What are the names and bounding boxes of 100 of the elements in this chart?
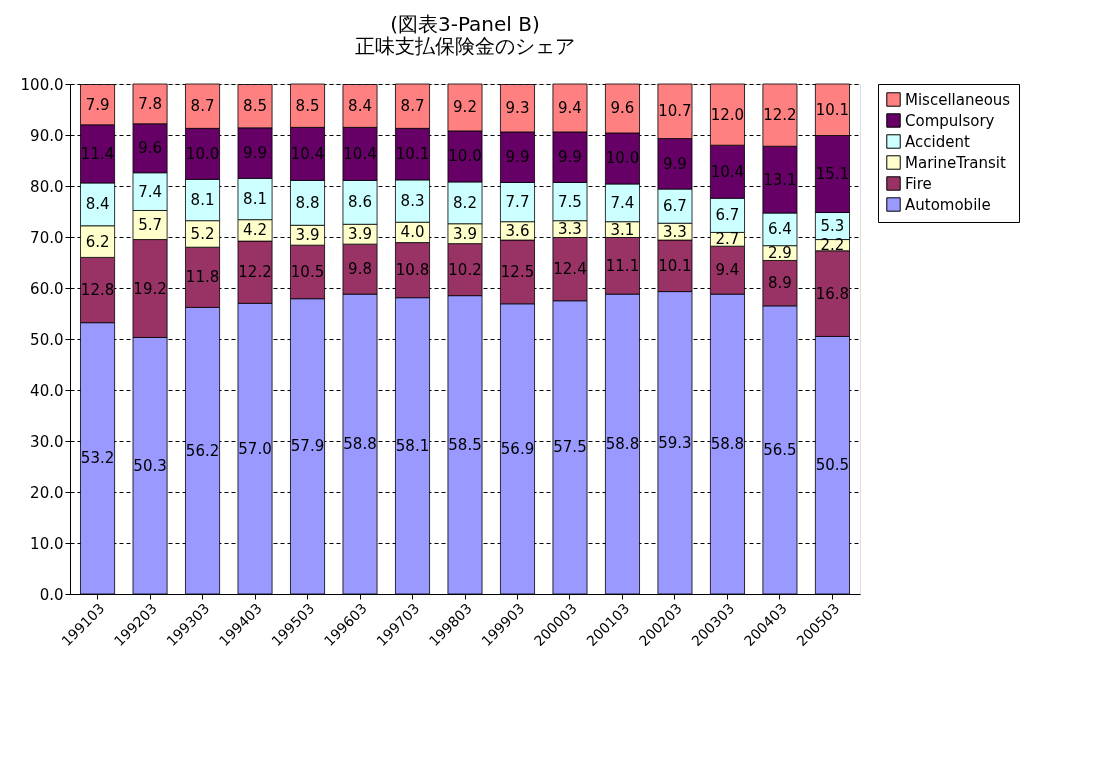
data-label: 5.3 xyxy=(820,217,845,236)
data-label: 7.9 xyxy=(85,95,110,114)
y-tick-label: 100.0 xyxy=(20,75,64,94)
y-tick-label: 50.0 xyxy=(30,330,64,349)
data-label: 9.9 xyxy=(505,148,530,167)
data-label: 12.2 xyxy=(238,263,272,282)
y-tick-label: 0.0 xyxy=(39,585,64,604)
data-label: 12.5 xyxy=(500,262,535,281)
data-label: 11.4 xyxy=(80,144,115,163)
data-label: 7.4 xyxy=(138,182,162,201)
data-label: 56.2 xyxy=(185,441,220,460)
data-label: 6.7 xyxy=(715,206,740,225)
data-label: 57.5 xyxy=(553,438,587,457)
data-label: 19.2 xyxy=(133,279,167,298)
data-label: 7.8 xyxy=(138,94,162,113)
data-label: 10.1 xyxy=(815,100,850,119)
legend-label: Accident xyxy=(905,132,970,151)
data-label: 2.7 xyxy=(715,230,740,249)
legend-label: MarineTransit xyxy=(905,153,1007,172)
data-label: 12.4 xyxy=(553,260,587,279)
data-label: 10.8 xyxy=(395,261,430,280)
data-label: 6.7 xyxy=(663,197,687,216)
data-label: 10.0 xyxy=(448,147,482,166)
data-label: 9.6 xyxy=(138,139,162,158)
data-label: 8.6 xyxy=(348,193,372,212)
data-label: 50.5 xyxy=(815,456,850,475)
legend-label: Miscellaneous xyxy=(905,90,1011,109)
data-label: 3.9 xyxy=(453,224,477,243)
data-label: 13.1 xyxy=(763,170,797,189)
data-label: 8.3 xyxy=(400,192,425,211)
data-label: 12.2 xyxy=(763,106,797,125)
data-label: 8.2 xyxy=(453,193,477,212)
data-label: 53.2 xyxy=(80,449,115,468)
data-label: 56.9 xyxy=(500,439,535,458)
data-label: 10.0 xyxy=(185,144,220,163)
data-label: 9.2 xyxy=(453,98,477,117)
data-label: 50.3 xyxy=(133,456,167,475)
data-label: 12.0 xyxy=(710,105,745,124)
data-label: 10.5 xyxy=(290,262,325,281)
data-label: 11.1 xyxy=(605,256,640,275)
data-label: 12.8 xyxy=(80,281,115,300)
data-label: 8.4 xyxy=(348,96,372,115)
data-label: 2.2 xyxy=(820,236,845,255)
y-tick-label: 70.0 xyxy=(30,228,64,247)
data-label: 9.6 xyxy=(610,99,635,118)
y-tick-label: 20.0 xyxy=(30,483,64,502)
data-label: 8.5 xyxy=(295,96,320,115)
data-label: 10.1 xyxy=(395,145,430,164)
data-label: 8.4 xyxy=(85,195,110,214)
data-label: 3.9 xyxy=(348,225,372,244)
data-label: 8.7 xyxy=(190,97,215,116)
data-label: 9.9 xyxy=(558,148,582,167)
data-label: 57.0 xyxy=(238,439,272,458)
data-label: 10.7 xyxy=(658,102,692,121)
data-label: 10.0 xyxy=(605,149,640,168)
y-tick-label: 80.0 xyxy=(30,177,64,196)
data-label: 10.4 xyxy=(343,144,377,163)
data-label: 9.9 xyxy=(663,154,687,173)
data-label: 3.9 xyxy=(295,226,320,245)
data-label: 58.1 xyxy=(395,436,430,455)
data-label: 9.4 xyxy=(558,98,582,117)
data-label: 9.8 xyxy=(348,260,372,279)
y-tick-label: 60.0 xyxy=(30,279,64,298)
data-label: 7.4 xyxy=(610,193,635,212)
data-label: 15.1 xyxy=(815,165,850,184)
y-tick-label: 10.0 xyxy=(30,534,64,553)
data-label: 8.7 xyxy=(400,97,425,116)
data-label: 5.2 xyxy=(190,224,215,243)
data-label: 8.1 xyxy=(190,191,215,210)
data-label: 7.7 xyxy=(505,193,530,212)
data-label: 3.3 xyxy=(558,220,582,239)
legend-label: Fire xyxy=(905,174,932,193)
y-tick-label: 90.0 xyxy=(30,126,64,145)
data-label: 2.9 xyxy=(768,244,792,263)
data-label: 4.0 xyxy=(400,223,425,242)
data-label: 11.8 xyxy=(185,268,220,287)
data-label: 9.3 xyxy=(505,99,530,118)
y-tick-label: 30.0 xyxy=(30,432,64,451)
data-label: 58.5 xyxy=(448,435,482,454)
data-label: 10.1 xyxy=(658,256,692,275)
data-label: 6.2 xyxy=(85,232,110,251)
data-label: 8.9 xyxy=(768,274,792,293)
data-label: 10.4 xyxy=(710,162,745,181)
data-label: 16.8 xyxy=(815,284,850,303)
data-label: 3.3 xyxy=(663,222,687,241)
data-label: 8.8 xyxy=(295,193,320,212)
text: 正味支払保険金のシェア xyxy=(355,34,575,58)
data-label: 58.8 xyxy=(605,435,640,454)
data-label: 10.2 xyxy=(448,260,482,279)
data-label: 9.9 xyxy=(243,144,267,163)
data-label: 7.5 xyxy=(558,192,582,211)
data-label: 3.1 xyxy=(610,220,635,239)
data-label: 9.4 xyxy=(715,261,740,280)
data-label: 3.6 xyxy=(505,221,530,240)
data-label: 57.9 xyxy=(290,437,325,456)
legend-label: Automobile xyxy=(905,195,991,214)
data-label: 58.8 xyxy=(343,435,377,454)
data-label: 59.3 xyxy=(658,433,692,452)
data-label: 10.4 xyxy=(290,144,325,163)
legend-label: Compulsory xyxy=(905,111,995,130)
